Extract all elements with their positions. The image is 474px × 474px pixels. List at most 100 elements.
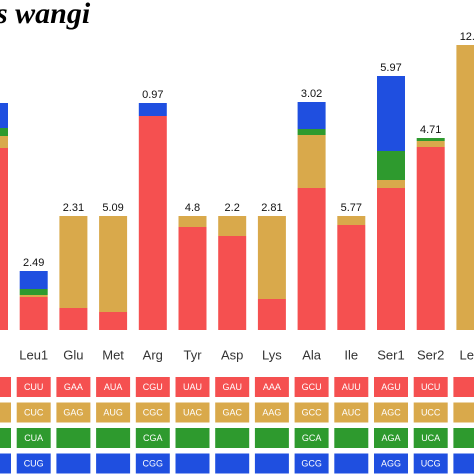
bar-segment bbox=[377, 151, 405, 180]
codon-box bbox=[175, 453, 210, 474]
bar-segment bbox=[297, 188, 326, 330]
bar-segment bbox=[456, 45, 474, 330]
codon-box bbox=[56, 377, 91, 397]
codon-box bbox=[334, 377, 369, 397]
x-tick-label: Leu bbox=[460, 347, 474, 362]
codon-label: CUA bbox=[24, 433, 43, 443]
codon-label: AUA bbox=[104, 382, 123, 392]
bar-segment bbox=[99, 216, 128, 312]
codon-box bbox=[254, 428, 289, 448]
codon-box bbox=[453, 453, 474, 474]
bar-segment bbox=[59, 216, 88, 308]
codon-box bbox=[254, 377, 289, 397]
codon-label: CGA bbox=[143, 433, 163, 443]
total-label: 4.8 bbox=[185, 202, 200, 214]
bar-segment bbox=[0, 148, 8, 330]
total-label: 2.81 bbox=[261, 202, 282, 214]
x-tick-label: Leu1 bbox=[19, 347, 48, 362]
x-tick-label: Glu bbox=[63, 347, 83, 362]
codon-label: GAU bbox=[222, 382, 242, 392]
codon-box bbox=[16, 402, 51, 423]
codon-box bbox=[96, 453, 131, 474]
codon-box bbox=[96, 377, 131, 397]
bar-segment bbox=[138, 103, 167, 116]
codon-label: GAG bbox=[63, 407, 83, 417]
total-label: 3.02 bbox=[301, 88, 322, 100]
bar-segment bbox=[0, 128, 8, 136]
codon-box bbox=[374, 377, 408, 397]
codon-label: AGA bbox=[381, 433, 400, 443]
bar-segment bbox=[257, 216, 286, 299]
codon-label: GCU bbox=[302, 382, 322, 392]
codon-box bbox=[56, 402, 91, 423]
x-tick-label: Tyr bbox=[183, 347, 202, 362]
codon-box bbox=[215, 453, 250, 474]
codon-label: GCA bbox=[302, 433, 322, 443]
total-label: 12.9 bbox=[460, 31, 474, 43]
x-tick-label: Ser2 bbox=[417, 347, 444, 362]
bar-segment bbox=[337, 216, 366, 225]
bar-segment bbox=[0, 103, 8, 128]
codon-box bbox=[334, 428, 369, 448]
x-tick-label: Arg bbox=[143, 347, 163, 362]
codon-label: AAA bbox=[263, 382, 281, 392]
codon-label: AGU bbox=[381, 382, 401, 392]
codon-label: AUU bbox=[342, 382, 361, 392]
codon-box bbox=[135, 428, 170, 448]
x-tick-label: Ala bbox=[302, 347, 322, 362]
codon-label: UCC bbox=[421, 407, 441, 417]
codon-label: UAU bbox=[183, 382, 202, 392]
codon-box bbox=[56, 453, 91, 474]
bar-segment bbox=[297, 129, 326, 135]
codon-box bbox=[254, 402, 289, 423]
bar-segment bbox=[257, 299, 286, 330]
codon-label: UAC bbox=[183, 407, 203, 417]
codon-box bbox=[0, 402, 11, 423]
codon-box bbox=[215, 402, 250, 423]
bar-segment bbox=[218, 236, 247, 330]
chart-title: s wangi bbox=[0, 0, 91, 30]
bar-segment bbox=[99, 312, 128, 330]
codon-box bbox=[0, 377, 11, 397]
bar-segment bbox=[178, 227, 207, 330]
codon-box bbox=[215, 428, 250, 448]
x-tick-label: Met bbox=[102, 347, 124, 362]
codon-box bbox=[135, 453, 170, 474]
bar-segment bbox=[377, 188, 405, 330]
codon-label: GCG bbox=[301, 458, 322, 468]
codon-box bbox=[16, 377, 51, 397]
codon-box bbox=[453, 428, 474, 448]
codon-box bbox=[175, 428, 210, 448]
codon-label: CUC bbox=[24, 407, 44, 417]
codon-box bbox=[413, 402, 448, 423]
codon-label: GCC bbox=[302, 407, 323, 417]
bar-segment bbox=[416, 138, 445, 141]
codon-box bbox=[453, 402, 474, 423]
bar-segment bbox=[138, 116, 167, 330]
bar-segment bbox=[19, 271, 48, 289]
codon-label: GAC bbox=[222, 407, 242, 417]
codon-label: CGG bbox=[143, 458, 164, 468]
codon-label: AGG bbox=[381, 458, 401, 468]
codon-box bbox=[334, 453, 369, 474]
codon-box bbox=[374, 402, 408, 423]
codon-label: AGC bbox=[381, 407, 401, 417]
x-tick-label: Ile bbox=[344, 347, 358, 362]
codon-box bbox=[374, 453, 408, 474]
codon-box bbox=[254, 453, 289, 474]
bar-segment bbox=[297, 135, 326, 188]
bar-segment bbox=[19, 297, 48, 330]
codon-box bbox=[56, 428, 91, 448]
x-tick-label: Ser1 bbox=[377, 347, 404, 362]
codon-box bbox=[0, 453, 11, 474]
bar-segment bbox=[0, 136, 8, 148]
codon-label: UCA bbox=[421, 433, 440, 443]
total-label: 5.09 bbox=[102, 202, 123, 214]
bar-segment bbox=[416, 141, 445, 147]
codon-box bbox=[175, 377, 210, 397]
codon-label: CGC bbox=[143, 407, 164, 417]
codon-label: AAG bbox=[262, 407, 281, 417]
codon-box bbox=[413, 377, 448, 397]
total-label: 2.49 bbox=[23, 257, 44, 269]
